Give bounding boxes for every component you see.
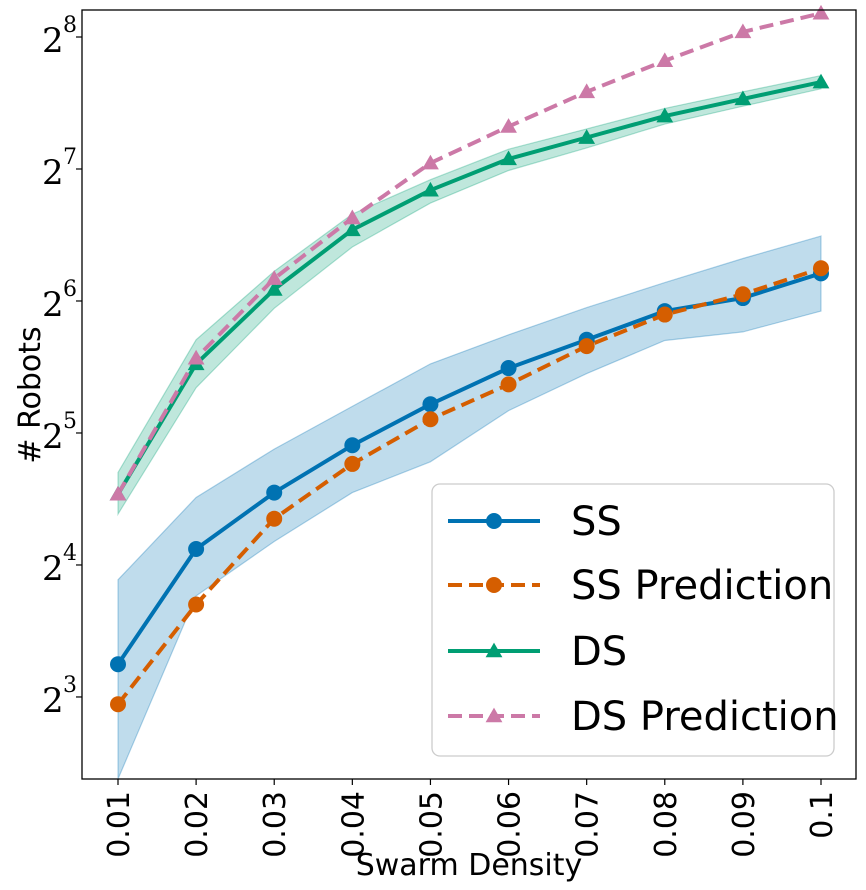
ds-prediction-point bbox=[656, 52, 674, 68]
ss-prediction-point bbox=[188, 596, 205, 613]
ss-legend-label: SS bbox=[571, 499, 622, 545]
y-tick-exponent: 8 bbox=[63, 13, 77, 38]
ds-band bbox=[117, 74, 822, 517]
series-lines bbox=[116, 11, 822, 706]
ds-prediction-legend-marker bbox=[485, 707, 503, 723]
ds-prediction-point bbox=[500, 118, 517, 133]
x-tick-label: 0.06 bbox=[493, 791, 528, 858]
x-tick-label: 0.09 bbox=[727, 791, 762, 858]
ss-prediction-point bbox=[110, 696, 126, 713]
x-tick-label: 0.1 bbox=[805, 791, 840, 839]
x-axis-label: Swarm Density bbox=[356, 848, 583, 883]
x-axis-ticks: 0.01 0.02 0.03 0.04 0.05 0.06 0.07 0.08 0.09 0.1 bbox=[102, 779, 840, 858]
x-tick-label: 0.05 bbox=[414, 791, 449, 858]
ds-point bbox=[578, 129, 596, 144]
ds-point bbox=[422, 181, 439, 197]
ds-prediction-point bbox=[265, 270, 283, 285]
ss-legend-marker bbox=[486, 513, 502, 529]
ss-point bbox=[266, 484, 283, 501]
y-axis-ticks: 2 32 42 52 62 72 8 bbox=[42, 13, 82, 721]
ss-prediction-point bbox=[813, 260, 829, 277]
legend-box bbox=[431, 483, 835, 757]
plot-frame bbox=[81, 9, 857, 780]
y-tick-label: 2 bbox=[42, 681, 64, 721]
ds-prediction-point bbox=[343, 209, 361, 225]
ds-legend-label: DS bbox=[571, 629, 627, 675]
ss-prediction-point bbox=[734, 286, 751, 303]
x-tick-label: 0.08 bbox=[649, 791, 684, 858]
ss-prediction-legend-marker bbox=[486, 577, 502, 593]
legend: SS SS Prediction DS DS Prediction bbox=[431, 483, 839, 757]
ds-prediction-point bbox=[812, 4, 830, 20]
ds-prediction-point bbox=[422, 154, 439, 170]
ss-point bbox=[188, 541, 205, 558]
ds-point bbox=[812, 73, 830, 89]
y-tick-label: 2 bbox=[42, 417, 64, 457]
series-markers bbox=[109, 4, 830, 713]
ss-point bbox=[500, 360, 517, 377]
y-tick-exponent: 5 bbox=[63, 409, 77, 434]
y-tick-exponent: 6 bbox=[63, 277, 77, 302]
ds-point bbox=[500, 150, 517, 166]
ss-prediction-point bbox=[266, 510, 283, 527]
ds-point bbox=[265, 281, 283, 296]
y-tick-exponent: 7 bbox=[63, 145, 77, 170]
ss-prediction-legend-label: SS Prediction bbox=[571, 563, 833, 609]
y-tick-exponent: 3 bbox=[63, 673, 77, 698]
ss-prediction-point bbox=[500, 376, 517, 393]
ds-prediction-point bbox=[578, 83, 596, 99]
y-tick-label: 2 bbox=[42, 21, 64, 61]
x-tick-label: 0.01 bbox=[102, 791, 137, 858]
ds-prediction-legend-label: DS Prediction bbox=[571, 694, 839, 740]
ss-band bbox=[117, 235, 822, 780]
ss-point bbox=[422, 396, 439, 413]
ds-prediction-point bbox=[734, 23, 752, 39]
ds-point bbox=[734, 90, 752, 106]
y-tick-label: 2 bbox=[42, 153, 64, 193]
y-tick-label: 2 bbox=[42, 285, 64, 325]
ds-prediction-line bbox=[116, 11, 822, 496]
x-tick-label: 0.02 bbox=[180, 791, 215, 858]
ds-point bbox=[343, 221, 361, 237]
x-tick-label: 0.03 bbox=[258, 791, 293, 858]
ss-prediction-point bbox=[344, 455, 361, 472]
x-tick-label: 0.04 bbox=[336, 791, 371, 858]
ss-prediction-point bbox=[656, 306, 673, 323]
ss-point bbox=[110, 656, 126, 673]
ss-prediction-line bbox=[116, 266, 822, 706]
ds-line bbox=[116, 80, 822, 496]
ds-prediction-point bbox=[109, 485, 127, 501]
y-axis-label: # Robots bbox=[13, 326, 48, 463]
ss-prediction-point bbox=[422, 411, 439, 428]
y-tick-exponent: 4 bbox=[63, 541, 77, 566]
ss-point bbox=[344, 437, 361, 454]
ds-prediction-point bbox=[187, 349, 205, 365]
ss-prediction-point bbox=[578, 338, 595, 355]
y-tick-label: 2 bbox=[42, 549, 64, 589]
ds-point bbox=[656, 107, 674, 123]
ds-legend-marker bbox=[485, 642, 503, 658]
confidence-bands bbox=[117, 74, 822, 780]
x-tick-label: 0.07 bbox=[571, 791, 606, 858]
